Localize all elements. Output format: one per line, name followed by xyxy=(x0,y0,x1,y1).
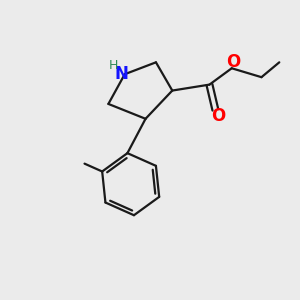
Text: H: H xyxy=(109,59,118,72)
Text: O: O xyxy=(226,53,241,71)
Text: O: O xyxy=(211,107,225,125)
Text: N: N xyxy=(114,65,128,83)
